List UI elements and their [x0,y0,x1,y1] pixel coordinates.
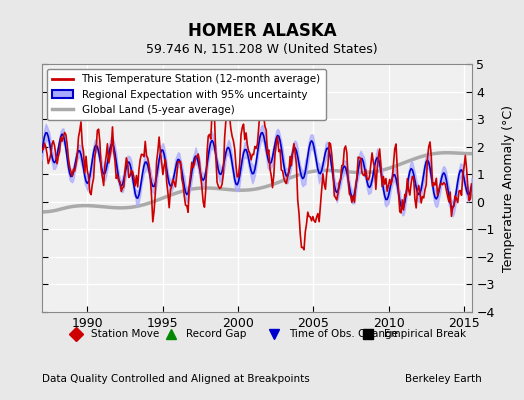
Text: Empirical Break: Empirical Break [384,329,466,339]
Text: Data Quality Controlled and Aligned at Breakpoints: Data Quality Controlled and Aligned at B… [42,374,310,384]
Text: HOMER ALASKA: HOMER ALASKA [188,22,336,40]
Text: Record Gap: Record Gap [186,329,246,339]
Text: Station Move: Station Move [91,329,160,339]
Text: Berkeley Earth: Berkeley Earth [406,374,482,384]
Text: 59.746 N, 151.208 W (United States): 59.746 N, 151.208 W (United States) [146,43,378,56]
Legend: This Temperature Station (12-month average), Regional Expectation with 95% uncer: This Temperature Station (12-month avera… [47,69,326,120]
Text: Time of Obs. Change: Time of Obs. Change [289,329,398,339]
Y-axis label: Temperature Anomaly (°C): Temperature Anomaly (°C) [502,104,515,272]
